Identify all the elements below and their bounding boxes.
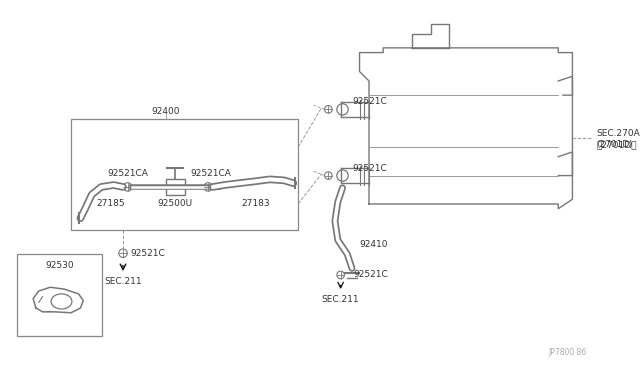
Text: 92521C: 92521C [131,248,165,258]
Text: 92530: 92530 [45,261,74,270]
Text: 92521CA: 92521CA [191,169,232,178]
Text: 92521C: 92521C [354,270,388,279]
Text: ⟨2701D⟩: ⟨2701D⟩ [596,140,633,149]
Text: SEC.270A: SEC.270A [596,128,640,138]
Text: 〈2701D〉: 〈2701D〉 [596,140,637,149]
Bar [71,119,298,230]
Text: SEC.211: SEC.211 [104,277,142,286]
Bar [166,179,184,195]
Text: 92500U: 92500U [157,199,193,208]
Text: 27185: 27185 [97,199,125,208]
Text: 27183: 27183 [241,199,270,208]
Text: 92521CA: 92521CA [108,169,148,178]
Text: 92521C: 92521C [352,164,387,173]
Text: 92521C: 92521C [352,97,387,106]
Bar [17,254,102,336]
Text: 92410: 92410 [360,240,388,249]
Text: 92400: 92400 [151,107,180,116]
Text: JP7800 86: JP7800 86 [548,348,587,357]
Text: SEC.211: SEC.211 [322,295,360,304]
